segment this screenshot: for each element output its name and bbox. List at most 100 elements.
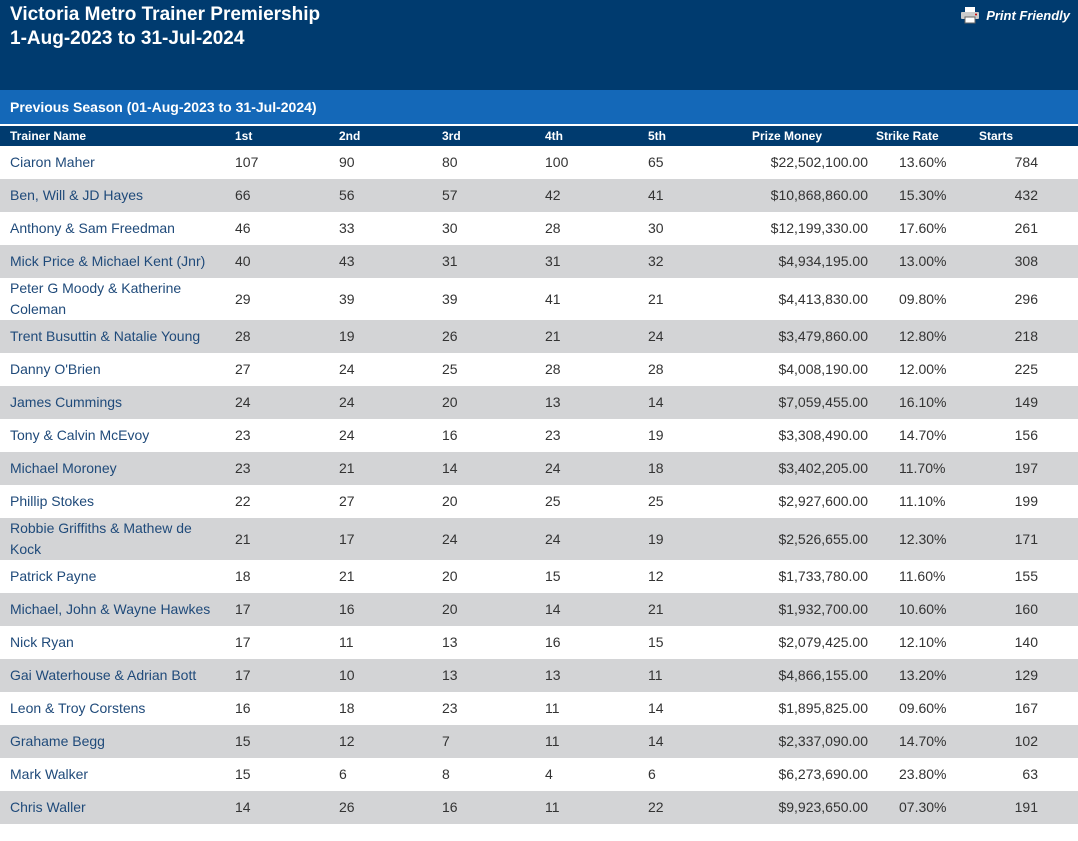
- cell: 07.30%: [876, 791, 969, 824]
- cell: 30: [648, 220, 664, 236]
- cell: 261: [1014, 220, 1038, 236]
- cell: 24: [339, 427, 355, 443]
- cell: 14: [638, 725, 741, 758]
- trainer-name[interactable]: Mark Walker: [10, 766, 89, 782]
- cell: 23: [235, 427, 251, 443]
- trainer-name[interactable]: Michael Moroney: [0, 452, 225, 485]
- column-header: Starts: [969, 126, 1078, 146]
- cell: 199: [1014, 493, 1038, 509]
- cell: 39: [339, 290, 355, 307]
- trainer-name[interactable]: Chris Waller: [0, 791, 225, 824]
- cell: 129: [969, 659, 1078, 692]
- cell: 24: [535, 452, 638, 485]
- table-row: Phillip Stokes 22 27 20 25 25 $2,927,600.00 11.…: [0, 485, 1078, 518]
- cell: 171: [969, 518, 1078, 560]
- cell: 12.30%: [876, 518, 969, 560]
- header-row: Trainer Name 1st 2nd 3rd 4th 5th Prize Money St…: [0, 126, 1078, 146]
- trainer-name[interactable]: Trent Busuttin & Natalie Young: [0, 320, 225, 353]
- trainer-name[interactable]: James Cummings: [0, 386, 225, 419]
- cell: 25: [648, 493, 664, 509]
- cell: 16: [545, 634, 561, 650]
- cell: 16.10%: [876, 386, 969, 419]
- cell: 6: [648, 766, 656, 782]
- trainer-name[interactable]: Michael, John & Wayne Hawkes: [0, 593, 225, 626]
- table-row: Tony & Calvin McEvoy 23 24 16 23 19 $3,308,490…: [0, 419, 1078, 452]
- cell: $4,413,830.00: [778, 290, 868, 307]
- trainer-name[interactable]: Robbie Griffiths & Mathew de Kock: [0, 518, 225, 560]
- cell: 27: [235, 361, 251, 377]
- trainer-name[interactable]: Leon & Troy Corstens: [10, 700, 146, 716]
- cell: 14.70%: [899, 427, 947, 443]
- cell: 23.80%: [899, 766, 947, 782]
- cell: 41: [545, 290, 561, 307]
- cell: 12.80%: [876, 320, 969, 353]
- cell: 90: [339, 154, 355, 170]
- table-row: Leon & Troy Corstens 16 18 23 11 14 $1,895,825…: [0, 692, 1078, 725]
- cell: 21: [535, 320, 638, 353]
- premiership-table: Trainer Name 1st 2nd 3rd 4th 5th Prize Money St…: [0, 126, 1078, 824]
- column-header: 3rd: [432, 126, 535, 146]
- cell: 18: [339, 700, 355, 716]
- cell: 24: [432, 518, 535, 560]
- trainer-name[interactable]: Tony & Calvin McEvoy: [10, 427, 150, 443]
- cell: 10: [329, 659, 432, 692]
- cell: 14.70%: [876, 725, 969, 758]
- cell: 43: [329, 245, 432, 278]
- cell: 28: [545, 220, 561, 236]
- trainer-name[interactable]: Anthony & Sam Freedman: [10, 220, 175, 236]
- trainer-name[interactable]: Mick Price & Michael Kent (Jnr): [0, 245, 225, 278]
- trainer-name[interactable]: Ben, Will & JD Hayes: [0, 179, 225, 212]
- cell: 57: [432, 179, 535, 212]
- cell: 24: [225, 386, 329, 419]
- table-row: Danny O'Brien 27 24 25 28 28 $4,008,190.00 12.0…: [0, 353, 1078, 386]
- cell: 23: [442, 700, 458, 716]
- trainer-name[interactable]: Patrick Payne: [10, 568, 97, 584]
- print-friendly[interactable]: Print Friendly: [960, 6, 1070, 24]
- table-row: James Cummings 24 24 20 13 14 $7,059,455.00 16.…: [0, 386, 1078, 419]
- cell: 11: [339, 634, 354, 650]
- cell: 11.10%: [899, 493, 946, 509]
- cell: 22: [638, 791, 741, 824]
- cell: 24: [329, 386, 432, 419]
- header: Victoria Metro Trainer Premiership 1-Aug…: [0, 0, 1078, 90]
- cell: 13.00%: [876, 245, 969, 278]
- print-friendly-label: Print Friendly: [986, 7, 1070, 23]
- trainer-name[interactable]: Ciaron Maher: [10, 154, 95, 170]
- cell: 17: [225, 659, 329, 692]
- cell: 27: [339, 493, 355, 509]
- cell: 11: [638, 659, 741, 692]
- table-row: Nick Ryan 17 11 13 16 15 $2,079,425.00 12.10% 14…: [0, 626, 1078, 659]
- cell: 30: [442, 220, 458, 236]
- cell: 12.00%: [899, 361, 947, 377]
- cell: 31: [432, 245, 535, 278]
- trainer-name[interactable]: Gai Waterhouse & Adrian Bott: [0, 659, 225, 692]
- cell: 15: [225, 725, 329, 758]
- trainer-name[interactable]: Peter G Moody & Katherine Coleman: [10, 280, 182, 317]
- subtitle: 1-Aug-2023 to 31-Jul-2024: [10, 28, 245, 49]
- cell: $4,008,190.00: [778, 361, 868, 377]
- cell: 107: [235, 154, 259, 170]
- cell: $3,308,490.00: [778, 427, 868, 443]
- cell: 191: [969, 791, 1078, 824]
- cell: 22: [235, 493, 251, 509]
- column-header: Strike Rate: [876, 126, 969, 146]
- trainer-name[interactable]: Grahame Begg: [0, 725, 225, 758]
- trainer-name[interactable]: Danny O'Brien: [10, 361, 101, 377]
- cell: 15: [648, 634, 664, 650]
- cell: 42: [535, 179, 638, 212]
- table-row: Peter G Moody & Katherine Coleman 29 39 39 4…: [0, 278, 1078, 320]
- cell: 15.30%: [876, 179, 969, 212]
- cell: 20: [442, 568, 458, 584]
- cell: 11.70%: [876, 452, 969, 485]
- cell: 8: [442, 766, 450, 782]
- trainer-name[interactable]: Phillip Stokes: [10, 493, 95, 509]
- cell: 66: [225, 179, 329, 212]
- cell: 25: [442, 361, 458, 377]
- cell: 13: [432, 659, 535, 692]
- cell: 19: [648, 427, 664, 443]
- cell: 28: [225, 320, 329, 353]
- section-bar: Previous Season (01-Aug-2023 to 31-Jul-2…: [0, 90, 1078, 124]
- cell: 16: [329, 593, 432, 626]
- trainer-name[interactable]: Nick Ryan: [10, 634, 74, 650]
